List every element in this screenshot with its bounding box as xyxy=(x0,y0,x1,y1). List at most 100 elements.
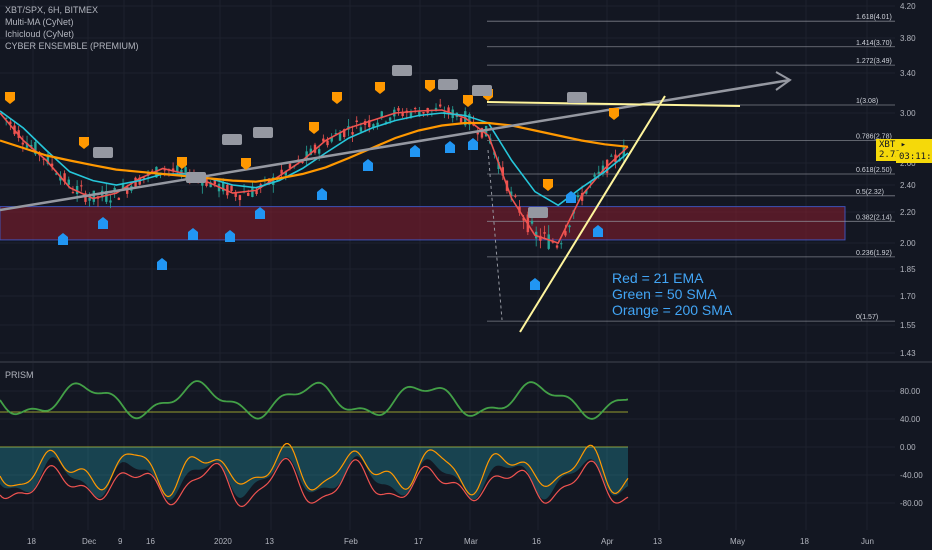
x-tick-label: Dec xyxy=(82,537,96,546)
note-sma50: Green = 50 SMA xyxy=(612,286,717,302)
buy-marker xyxy=(58,233,68,245)
candle-body xyxy=(359,127,363,132)
candle-body xyxy=(401,112,404,117)
candle-body xyxy=(397,108,400,111)
prism-signal-orange xyxy=(0,443,629,498)
candle-body xyxy=(514,195,517,197)
candle-body xyxy=(255,189,258,195)
legend-indicator-multi-ma[interactable]: Multi-MA (CyNet) xyxy=(5,17,74,27)
dashed-guide xyxy=(487,149,503,321)
doji-marker xyxy=(438,79,458,90)
candle-body xyxy=(338,133,342,141)
x-tick-label: 13 xyxy=(265,537,274,546)
note-ema: Red = 21 EMA xyxy=(612,270,704,286)
y-tick-label: 1.70 xyxy=(900,292,916,301)
ma-line-2 xyxy=(0,110,629,207)
x-tick-label: May xyxy=(730,537,745,546)
y-tick-label: 2.20 xyxy=(900,208,916,217)
y-tick-label: 2.40 xyxy=(900,181,916,190)
buy-marker xyxy=(255,207,265,219)
candle-body xyxy=(4,117,8,119)
trendlines[interactable] xyxy=(0,71,792,333)
x-tick-label: Feb xyxy=(344,537,358,546)
sub-y-tick-label: 40.00 xyxy=(900,415,921,424)
candle-body xyxy=(84,193,87,202)
x-tick-label: 16 xyxy=(532,537,541,546)
fib-label: 0.236(1.92) xyxy=(856,250,892,257)
long-trendline xyxy=(0,78,791,212)
x-tick-label: 18 xyxy=(800,537,809,546)
candle-body xyxy=(92,190,96,202)
candle-body xyxy=(447,107,450,113)
fib-label: 1.618(4.01) xyxy=(856,14,892,21)
doji-marker xyxy=(93,147,113,158)
candle-body xyxy=(184,167,187,173)
resistance-zone xyxy=(0,206,846,241)
candle-body xyxy=(326,140,329,146)
x-tick-label: 13 xyxy=(653,537,662,546)
sub-y-tick-label: 0.00 xyxy=(900,443,916,452)
y-tick-label: 1.55 xyxy=(900,321,916,330)
candle-body xyxy=(543,232,546,234)
candle-body xyxy=(330,137,333,142)
candle-body xyxy=(589,182,592,184)
resistance-line xyxy=(486,101,741,107)
buy-marker xyxy=(566,191,576,203)
time-axis[interactable]: 18 Dec 9 16 2020 13 Feb 17 Mar 16 Apr 13 May 18 Jun xyxy=(27,537,874,546)
candle-body xyxy=(117,197,121,200)
candle-body xyxy=(509,191,513,196)
sell-marker xyxy=(309,122,319,134)
x-tick-label: 2020 xyxy=(214,537,232,546)
candle-body xyxy=(155,166,158,178)
sell-marker xyxy=(425,80,435,92)
candle-body xyxy=(267,178,271,184)
fib-label: 0.382(2.14) xyxy=(856,214,892,221)
candle-body xyxy=(272,177,275,185)
candle-body xyxy=(247,192,250,196)
candle-body xyxy=(113,187,116,192)
candle-body xyxy=(476,132,479,135)
prism-pane-label[interactable]: PRISM xyxy=(5,370,34,380)
candle-body xyxy=(585,189,588,194)
legend-indicator-cyber-ensemble[interactable]: CYBER ENSEMBLE (PREMIUM) xyxy=(5,41,139,51)
fib-label: 1.414(3.70) xyxy=(856,40,892,47)
candle-body xyxy=(121,184,125,189)
x-tick-label: 9 xyxy=(118,537,123,546)
fib-label: 0(1.57) xyxy=(856,314,878,321)
buy-marker xyxy=(593,225,603,237)
candle-body xyxy=(230,185,233,191)
candle-body xyxy=(71,192,75,194)
candle-body xyxy=(555,245,559,248)
candle-body xyxy=(601,165,605,172)
candle-body xyxy=(105,191,108,202)
candle-body xyxy=(522,217,525,221)
legend-symbol[interactable]: XBT/SPX, 6H, BITMEX xyxy=(5,5,99,15)
candle-body xyxy=(547,234,550,249)
sub-y-tick-label: -40.00 xyxy=(900,471,923,480)
buy-marker xyxy=(157,258,167,270)
candle-body xyxy=(151,170,154,172)
candle-body xyxy=(439,104,442,107)
candle-body xyxy=(564,231,567,236)
candle-body xyxy=(251,187,254,197)
candle-body xyxy=(63,173,66,182)
y-tick-label: 3.80 xyxy=(900,34,916,43)
candle-body xyxy=(176,165,179,173)
y-tick-label: 1.43 xyxy=(900,349,916,358)
candle-body xyxy=(539,235,542,241)
buy-marker xyxy=(468,138,478,150)
candle-body xyxy=(501,167,504,176)
legend-indicator-ichicloud[interactable]: Ichicloud (CyNet) xyxy=(5,29,75,39)
price-axis[interactable]: 4.20 3.80 3.40 3.00 2.60 2.40 2.20 2.00 1.85 1.70… xyxy=(900,2,923,508)
candle-body xyxy=(46,154,50,164)
x-tick-label: Apr xyxy=(601,537,614,546)
zone-box xyxy=(0,206,846,241)
candle-body xyxy=(355,120,358,122)
candle-body xyxy=(75,185,79,195)
doji-marker xyxy=(392,65,412,76)
candle-body xyxy=(201,181,204,186)
candle-body xyxy=(593,174,596,177)
candle-body xyxy=(468,114,471,125)
candle-body xyxy=(530,220,534,224)
